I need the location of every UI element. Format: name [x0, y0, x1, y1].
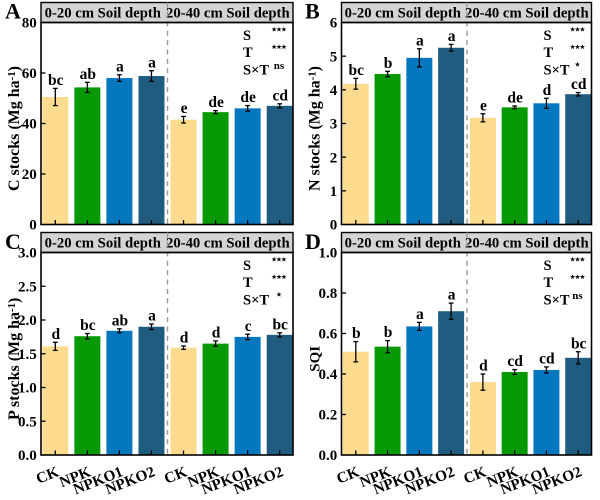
svg-text:de: de [240, 89, 256, 106]
svg-text:1.0: 1.0 [18, 381, 37, 397]
svg-text:D: D [305, 229, 321, 254]
svg-text:SQI: SQI [308, 346, 324, 372]
svg-text:P stocks (Mg ha-1): P stocks (Mg ha-1) [6, 298, 23, 420]
svg-text:bc: bc [48, 72, 64, 89]
svg-text:0: 0 [29, 218, 37, 234]
svg-text:b: b [384, 55, 393, 72]
svg-text:N stocks (Mg ha-1): N stocks (Mg ha-1) [307, 66, 324, 191]
svg-text:de: de [507, 90, 523, 107]
svg-text:3.0: 3.0 [18, 246, 37, 262]
svg-text:a: a [416, 306, 424, 323]
svg-text:0.8: 0.8 [319, 286, 338, 302]
svg-text:6: 6 [330, 16, 338, 32]
svg-text:S×T: S×T [243, 293, 269, 309]
svg-text:cd: cd [507, 353, 523, 370]
svg-text:c: c [245, 318, 252, 335]
svg-text:cd: cd [571, 76, 587, 93]
svg-text:40: 40 [22, 117, 37, 133]
svg-text:S×T: S×T [544, 63, 570, 79]
svg-text:2: 2 [330, 150, 338, 166]
svg-text:A: A [5, 0, 21, 24]
svg-text:20-40 cm Soil depth: 20-40 cm Soil depth [166, 6, 290, 22]
svg-text:S: S [243, 28, 251, 44]
svg-text:C stocks (Mg ha-1): C stocks (Mg ha-1) [6, 66, 23, 191]
svg-text:S: S [544, 258, 552, 274]
svg-text:d: d [543, 82, 552, 99]
svg-text:a: a [416, 32, 424, 49]
svg-text:S: S [544, 28, 552, 44]
svg-text:bc: bc [272, 316, 288, 333]
svg-text:bc: bc [349, 62, 365, 79]
svg-text:b: b [352, 325, 361, 342]
svg-text:80: 80 [22, 16, 37, 32]
svg-text:T: T [544, 275, 554, 291]
svg-text:T: T [243, 45, 253, 61]
svg-text:0.2: 0.2 [319, 408, 338, 424]
svg-text:0.5: 0.5 [18, 414, 37, 430]
svg-text:B: B [305, 0, 320, 24]
svg-text:1: 1 [330, 184, 338, 200]
svg-text:5: 5 [330, 49, 338, 65]
svg-text:4: 4 [330, 83, 338, 99]
svg-text:a: a [116, 58, 124, 75]
svg-text:S: S [243, 258, 251, 274]
svg-text:e: e [480, 97, 487, 114]
svg-text:d: d [51, 326, 60, 343]
svg-text:0-20 cm Soil depth: 0-20 cm Soil depth [45, 6, 161, 22]
svg-text:0: 0 [330, 218, 338, 234]
svg-text:0-20 cm Soil depth: 0-20 cm Soil depth [345, 236, 461, 252]
svg-text:S×T: S×T [544, 293, 570, 309]
svg-text:ns: ns [274, 60, 285, 72]
svg-text:60: 60 [22, 66, 37, 82]
svg-text:de: de [208, 94, 224, 111]
svg-text:cd: cd [272, 87, 288, 104]
svg-text:cd: cd [539, 351, 555, 368]
svg-text:a: a [448, 287, 456, 304]
svg-text:a: a [148, 54, 156, 71]
svg-text:1.5: 1.5 [18, 347, 37, 363]
svg-text:ab: ab [112, 312, 128, 329]
svg-text:bc: bc [80, 317, 96, 334]
svg-text:bc: bc [571, 335, 587, 352]
svg-text:b: b [384, 324, 393, 341]
svg-text:a: a [448, 28, 456, 45]
svg-text:3: 3 [330, 117, 338, 133]
svg-text:0.4: 0.4 [319, 367, 338, 383]
svg-text:0.0: 0.0 [319, 448, 338, 464]
svg-text:2.0: 2.0 [18, 313, 37, 329]
svg-text:20: 20 [22, 167, 37, 183]
svg-text:d: d [479, 358, 488, 375]
svg-text:a: a [148, 308, 156, 325]
svg-text:1.0: 1.0 [319, 246, 338, 262]
svg-text:S×T: S×T [243, 63, 269, 79]
svg-text:2.5: 2.5 [18, 279, 37, 295]
svg-text:ab: ab [80, 66, 96, 83]
svg-text:T: T [544, 45, 554, 61]
svg-text:d: d [180, 330, 189, 347]
svg-text:0.6: 0.6 [319, 327, 338, 343]
svg-text:e: e [181, 100, 188, 117]
svg-text:d: d [212, 325, 221, 342]
svg-text:20-40 cm Soil depth: 20-40 cm Soil depth [465, 6, 589, 22]
svg-text:0-20 cm Soil depth: 0-20 cm Soil depth [45, 236, 161, 252]
svg-text:C: C [5, 229, 21, 254]
svg-text:T: T [243, 275, 253, 291]
svg-text:ns: ns [572, 290, 583, 302]
svg-text:0.0: 0.0 [18, 448, 37, 464]
svg-text:20-40 cm Soil depth: 20-40 cm Soil depth [465, 236, 589, 252]
svg-text:0-20 cm Soil depth: 0-20 cm Soil depth [345, 6, 461, 22]
svg-text:20-40 cm Soil depth: 20-40 cm Soil depth [166, 236, 290, 252]
